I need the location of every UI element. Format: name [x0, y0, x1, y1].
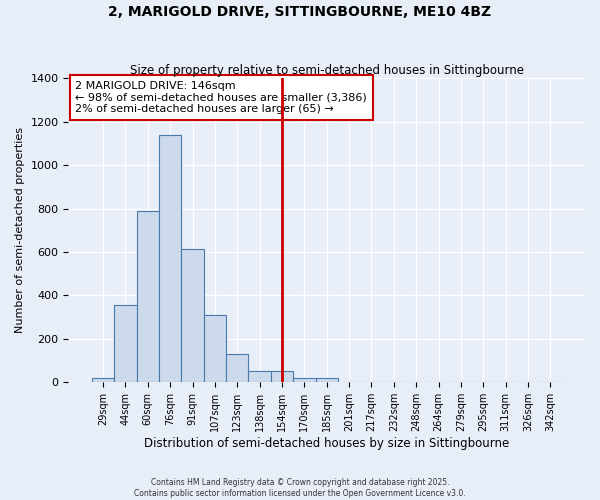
Bar: [271, 372, 293, 382]
Bar: [92, 378, 114, 382]
Bar: [137, 210, 159, 382]
Text: Contains HM Land Registry data © Crown copyright and database right 2025.
Contai: Contains HM Land Registry data © Crown c…: [134, 478, 466, 498]
X-axis label: Distribution of semi-detached houses by size in Sittingbourne: Distribution of semi-detached houses by …: [144, 437, 509, 450]
Bar: [316, 378, 338, 382]
Bar: [226, 354, 248, 382]
Bar: [159, 134, 181, 382]
Text: 2, MARIGOLD DRIVE, SITTINGBOURNE, ME10 4BZ: 2, MARIGOLD DRIVE, SITTINGBOURNE, ME10 4…: [109, 5, 491, 19]
Bar: [181, 248, 204, 382]
Title: Size of property relative to semi-detached houses in Sittingbourne: Size of property relative to semi-detach…: [130, 64, 524, 77]
Bar: [204, 315, 226, 382]
Y-axis label: Number of semi-detached properties: Number of semi-detached properties: [15, 128, 25, 334]
Bar: [293, 378, 316, 382]
Text: 2 MARIGOLD DRIVE: 146sqm
← 98% of semi-detached houses are smaller (3,386)
2% of: 2 MARIGOLD DRIVE: 146sqm ← 98% of semi-d…: [76, 81, 367, 114]
Bar: [248, 372, 271, 382]
Bar: [114, 306, 137, 382]
